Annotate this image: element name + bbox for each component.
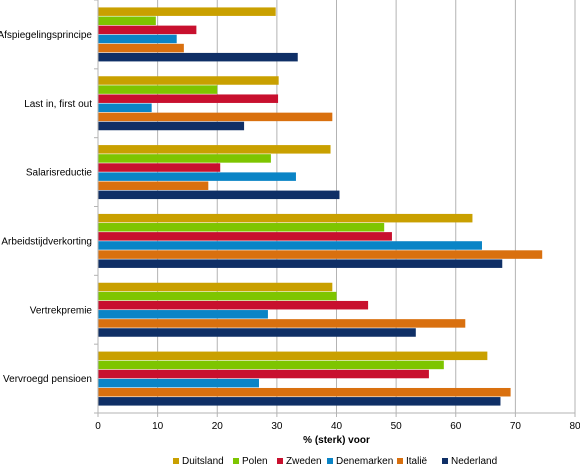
bar — [98, 259, 503, 268]
x-tick-label: 80 — [569, 421, 580, 432]
bar — [98, 310, 268, 319]
bar — [98, 172, 296, 181]
bar — [98, 190, 340, 200]
category-label: Afspiegelingsprincipe — [0, 30, 92, 41]
x-tick-labels: 0 10 20 30 40 50 60 70 80 — [95, 421, 580, 432]
category-label: Vervroegd pensioen — [3, 374, 92, 385]
category-label: Vertrekpremie — [30, 305, 93, 316]
bar — [98, 351, 488, 361]
bar — [98, 7, 276, 16]
legend-swatch — [397, 458, 403, 464]
x-tick-label: 10 — [152, 421, 164, 432]
category-labels: Afspiegelingsprincipe Last in, first out S… — [0, 30, 92, 385]
bar — [98, 300, 369, 310]
legend-swatch — [442, 458, 448, 464]
legend-item: Duitsland — [173, 456, 224, 467]
bar — [98, 360, 444, 370]
bar — [98, 145, 331, 154]
legend-label: Italië — [406, 456, 428, 467]
legend-swatch — [277, 458, 283, 464]
bar — [98, 232, 392, 241]
category-label: Salarisreductie — [26, 168, 93, 179]
legend-swatch — [327, 458, 333, 464]
x-axis-title: % (sterk) voor — [303, 435, 370, 446]
x-tick-label: 40 — [331, 421, 343, 432]
bar — [98, 85, 218, 94]
bar — [98, 121, 245, 131]
bar — [98, 43, 184, 53]
legend: Duitsland Polen Zweden Denemarken Italië Nede… — [173, 456, 497, 467]
bar — [98, 328, 416, 337]
legend-label: Zweden — [286, 456, 322, 467]
bar — [98, 112, 333, 122]
bar — [98, 103, 152, 113]
bar — [98, 76, 279, 85]
bar — [98, 52, 298, 62]
legend-label: Duitsland — [182, 456, 224, 467]
legend-item: Polen — [233, 456, 268, 467]
x-tick-label: 20 — [212, 421, 224, 432]
x-tick-label: 50 — [391, 421, 403, 432]
bar — [98, 154, 271, 163]
legend-label: Nederland — [451, 456, 497, 467]
legend-item: Denemarken — [327, 456, 393, 467]
bar — [98, 369, 429, 379]
bar — [98, 223, 385, 232]
x-tick-label: 0 — [95, 421, 101, 432]
bar — [98, 319, 466, 328]
legend-swatch — [173, 458, 179, 464]
bar — [98, 397, 501, 406]
bar — [98, 282, 333, 292]
legend-swatch — [233, 458, 239, 464]
legend-item: Zweden — [277, 456, 322, 467]
bar — [98, 213, 473, 223]
bar — [98, 34, 177, 44]
bar — [98, 94, 279, 103]
bar — [98, 387, 511, 397]
grid-lines — [157, 0, 576, 413]
bar — [98, 250, 543, 259]
legend-label: Denemarken — [336, 456, 393, 467]
legend-label: Polen — [242, 456, 268, 467]
category-label: Arbeidstijdverkorting — [1, 236, 92, 247]
x-tick-label: 70 — [510, 421, 522, 432]
axes — [94, 0, 576, 417]
legend-item: Nederland — [442, 456, 497, 467]
legend-item: Italië — [397, 456, 428, 467]
category-label: Last in, first out — [24, 99, 92, 110]
bar — [98, 241, 482, 250]
bar — [98, 163, 221, 172]
bar — [98, 291, 337, 301]
bar — [98, 378, 259, 388]
bar — [98, 181, 209, 190]
x-tick-label: 60 — [450, 421, 462, 432]
bars — [98, 7, 543, 406]
bar — [98, 16, 156, 26]
x-tick-label: 30 — [271, 421, 283, 432]
bar — [98, 25, 197, 35]
